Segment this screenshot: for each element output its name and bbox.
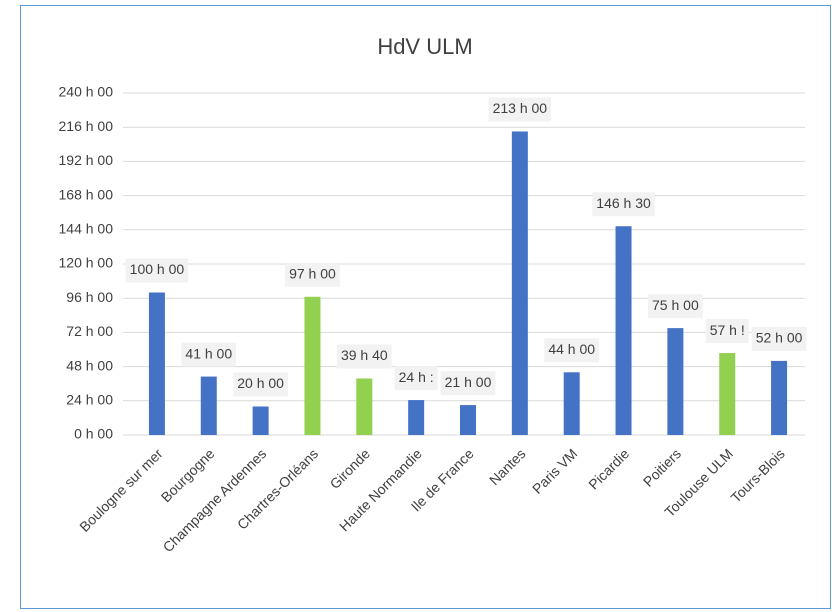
data-label: 44 h 00 bbox=[548, 341, 595, 357]
y-tick-label: 0 h 00 bbox=[74, 426, 113, 442]
data-label-bg bbox=[233, 372, 288, 397]
bar bbox=[615, 226, 632, 435]
data-label: 100 h 00 bbox=[130, 261, 185, 277]
data-label: 75 h 00 bbox=[652, 297, 699, 313]
y-tick-label: 216 h 00 bbox=[59, 118, 114, 134]
y-tick-label: 168 h 00 bbox=[59, 186, 114, 202]
bar bbox=[511, 131, 528, 435]
data-label: 97 h 00 bbox=[289, 265, 336, 281]
data-label-bg bbox=[488, 97, 552, 122]
y-tick-label: 24 h 00 bbox=[66, 392, 113, 408]
data-label-bg bbox=[285, 262, 340, 287]
y-tick-label: 192 h 00 bbox=[59, 152, 114, 168]
data-label-bg bbox=[336, 344, 392, 369]
data-label-bg bbox=[592, 192, 655, 217]
bar bbox=[771, 360, 788, 435]
y-tick-label: 240 h 00 bbox=[59, 84, 114, 100]
data-label-bg bbox=[751, 326, 807, 351]
chart-title: HdV ULM bbox=[377, 34, 472, 59]
bar bbox=[252, 406, 269, 435]
bar bbox=[563, 372, 580, 435]
bar bbox=[408, 400, 425, 435]
data-label: 24 h : bbox=[399, 369, 434, 385]
data-label-bg bbox=[125, 258, 189, 283]
data-label: 52 h 00 bbox=[756, 330, 803, 346]
y-tick-label: 72 h 00 bbox=[66, 323, 113, 339]
y-tick-label: 144 h 00 bbox=[59, 221, 114, 237]
data-label: 21 h 00 bbox=[445, 374, 492, 390]
data-label: 20 h 00 bbox=[237, 375, 284, 391]
bar bbox=[148, 292, 165, 435]
bar bbox=[719, 353, 736, 435]
data-label-bg bbox=[648, 294, 703, 319]
bar bbox=[304, 296, 321, 435]
bar bbox=[200, 376, 217, 435]
chart-border bbox=[20, 5, 831, 609]
data-label-bg bbox=[705, 319, 749, 344]
data-label-bg bbox=[544, 338, 600, 363]
data-label: 146 h 30 bbox=[596, 195, 651, 211]
data-label: 57 h ! bbox=[710, 322, 745, 338]
bar bbox=[460, 405, 476, 435]
data-label: 41 h 00 bbox=[185, 345, 232, 361]
y-tick-label: 96 h 00 bbox=[66, 289, 113, 305]
data-label-bg bbox=[181, 342, 237, 367]
y-tick-label: 48 h 00 bbox=[66, 357, 113, 373]
data-label-bg bbox=[440, 371, 496, 396]
data-label: 213 h 00 bbox=[493, 100, 548, 116]
data-label-bg bbox=[394, 366, 438, 391]
data-label: 39 h 40 bbox=[341, 347, 388, 363]
bar bbox=[667, 328, 684, 435]
y-tick-label: 120 h 00 bbox=[59, 255, 114, 271]
bar bbox=[356, 378, 373, 435]
